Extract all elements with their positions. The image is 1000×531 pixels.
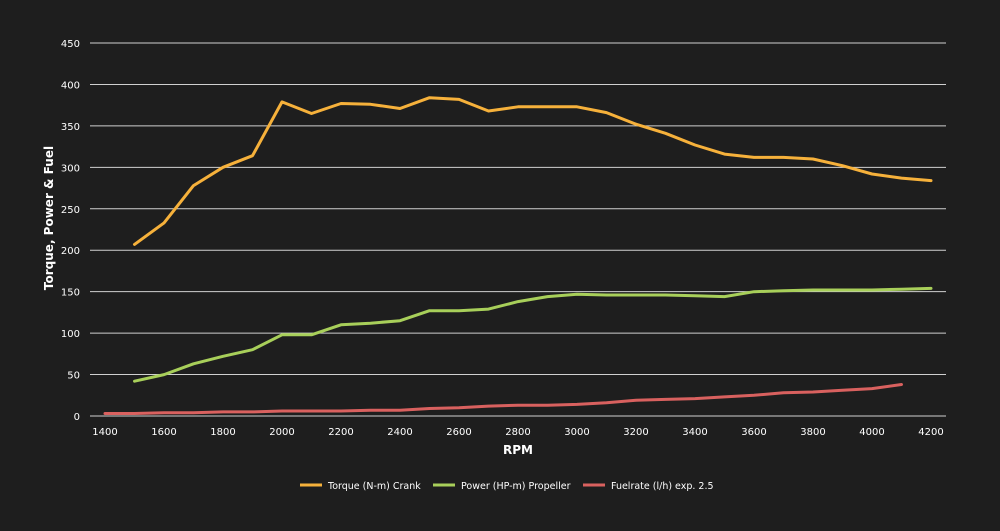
series-line bbox=[103, 383, 903, 415]
x-tick-label: 4200 bbox=[918, 427, 943, 438]
x-tick-label: 3200 bbox=[623, 427, 648, 438]
series-line bbox=[133, 286, 933, 383]
legend-label: Power (HP-m) Propeller bbox=[461, 481, 571, 492]
x-tick-label: 2600 bbox=[446, 427, 471, 438]
legend: Torque (N-m) Crank Power (HP-m) Propeller… bbox=[300, 481, 714, 492]
y-tick-label: 0 bbox=[74, 412, 80, 423]
series-line bbox=[133, 96, 933, 246]
x-tick-label: 1800 bbox=[210, 427, 235, 438]
y-tick-label: 100 bbox=[61, 329, 80, 340]
legend-label: Torque (N-m) Crank bbox=[327, 481, 421, 492]
legend-item: Fuelrate (l/h) exp. 2.5 bbox=[583, 481, 714, 492]
legend-item: Power (HP-m) Propeller bbox=[433, 481, 571, 492]
gridlines bbox=[90, 42, 946, 417]
legend-item: Torque (N-m) Crank bbox=[300, 481, 421, 492]
y-tick-label: 250 bbox=[61, 205, 80, 216]
x-tick-label: 2400 bbox=[387, 427, 412, 438]
y-tick-label: 50 bbox=[67, 371, 80, 382]
y-tick-label: 350 bbox=[61, 122, 80, 133]
y-tick-label: 400 bbox=[61, 80, 80, 91]
y-tick-label: 300 bbox=[61, 163, 80, 174]
x-tick-label: 1600 bbox=[151, 427, 176, 438]
x-tick-label: 1400 bbox=[92, 427, 117, 438]
y-axis-label: Torque, Power & Fuel bbox=[42, 146, 56, 290]
x-axis-label: RPM bbox=[503, 443, 533, 457]
y-tick-label: 200 bbox=[61, 246, 80, 257]
legend-label: Fuelrate (l/h) exp. 2.5 bbox=[611, 481, 714, 492]
series-lines bbox=[103, 96, 933, 415]
x-tick-label: 2800 bbox=[505, 427, 530, 438]
x-tick-label: 3400 bbox=[682, 427, 707, 438]
y-tick-label: 450 bbox=[61, 39, 80, 50]
x-axis-ticks: 1400 1600 1800 2000 2200 2400 2600 2800 3000 3200… bbox=[92, 427, 943, 438]
x-tick-label: 3800 bbox=[800, 427, 825, 438]
x-tick-label: 2200 bbox=[328, 427, 353, 438]
y-axis-ticks: 0 50 100 150 200 250 300 350 400 450 bbox=[61, 39, 80, 423]
x-tick-label: 3600 bbox=[741, 427, 766, 438]
x-tick-label: 3000 bbox=[564, 427, 589, 438]
x-tick-label: 2000 bbox=[269, 427, 294, 438]
x-tick-label: 4000 bbox=[859, 427, 884, 438]
y-tick-label: 150 bbox=[61, 288, 80, 299]
